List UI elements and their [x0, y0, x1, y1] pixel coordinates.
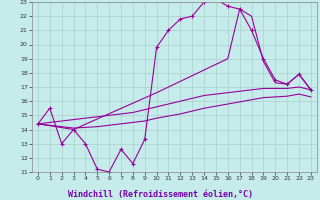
- Text: Windchill (Refroidissement éolien,°C): Windchill (Refroidissement éolien,°C): [68, 190, 252, 199]
